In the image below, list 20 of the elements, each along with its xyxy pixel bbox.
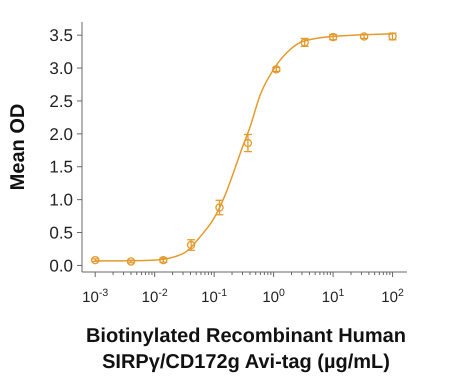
- x-tick-label: 10$^{2}$: [381, 287, 404, 306]
- y-tick-label: 3.5: [49, 26, 73, 46]
- x-axis-title: Biotinylated Recombinant Human SIRPγ/CD172g Avi-tag (µg/mL): [86, 325, 406, 373]
- x-tick-label: 10$^{-2}$: [142, 287, 168, 306]
- point: [126, 257, 136, 266]
- point: [215, 203, 224, 212]
- y-tick-label: 0.0: [49, 256, 73, 276]
- y-tick-label: 3.0: [49, 59, 73, 78]
- x-tick-label: 10$^{-3}$: [82, 287, 108, 306]
- y-tick-label: 1.5: [49, 158, 73, 177]
- y-tick-label: 2.5: [49, 92, 73, 111]
- y-tick-label: 2.0: [49, 124, 73, 144]
- x-tick-label: 10$^{1}$: [322, 287, 344, 306]
- x-tick-label: 10$^{-1}$: [201, 287, 228, 306]
- point: [244, 138, 252, 148]
- point: [272, 65, 281, 74]
- x-tick-label: 10$^{0}$: [262, 287, 286, 306]
- y-tick-label: 0.5: [49, 224, 73, 243]
- y-axis-title: Mean OD: [7, 104, 29, 190]
- y-tick-label: 1.0: [49, 190, 73, 210]
